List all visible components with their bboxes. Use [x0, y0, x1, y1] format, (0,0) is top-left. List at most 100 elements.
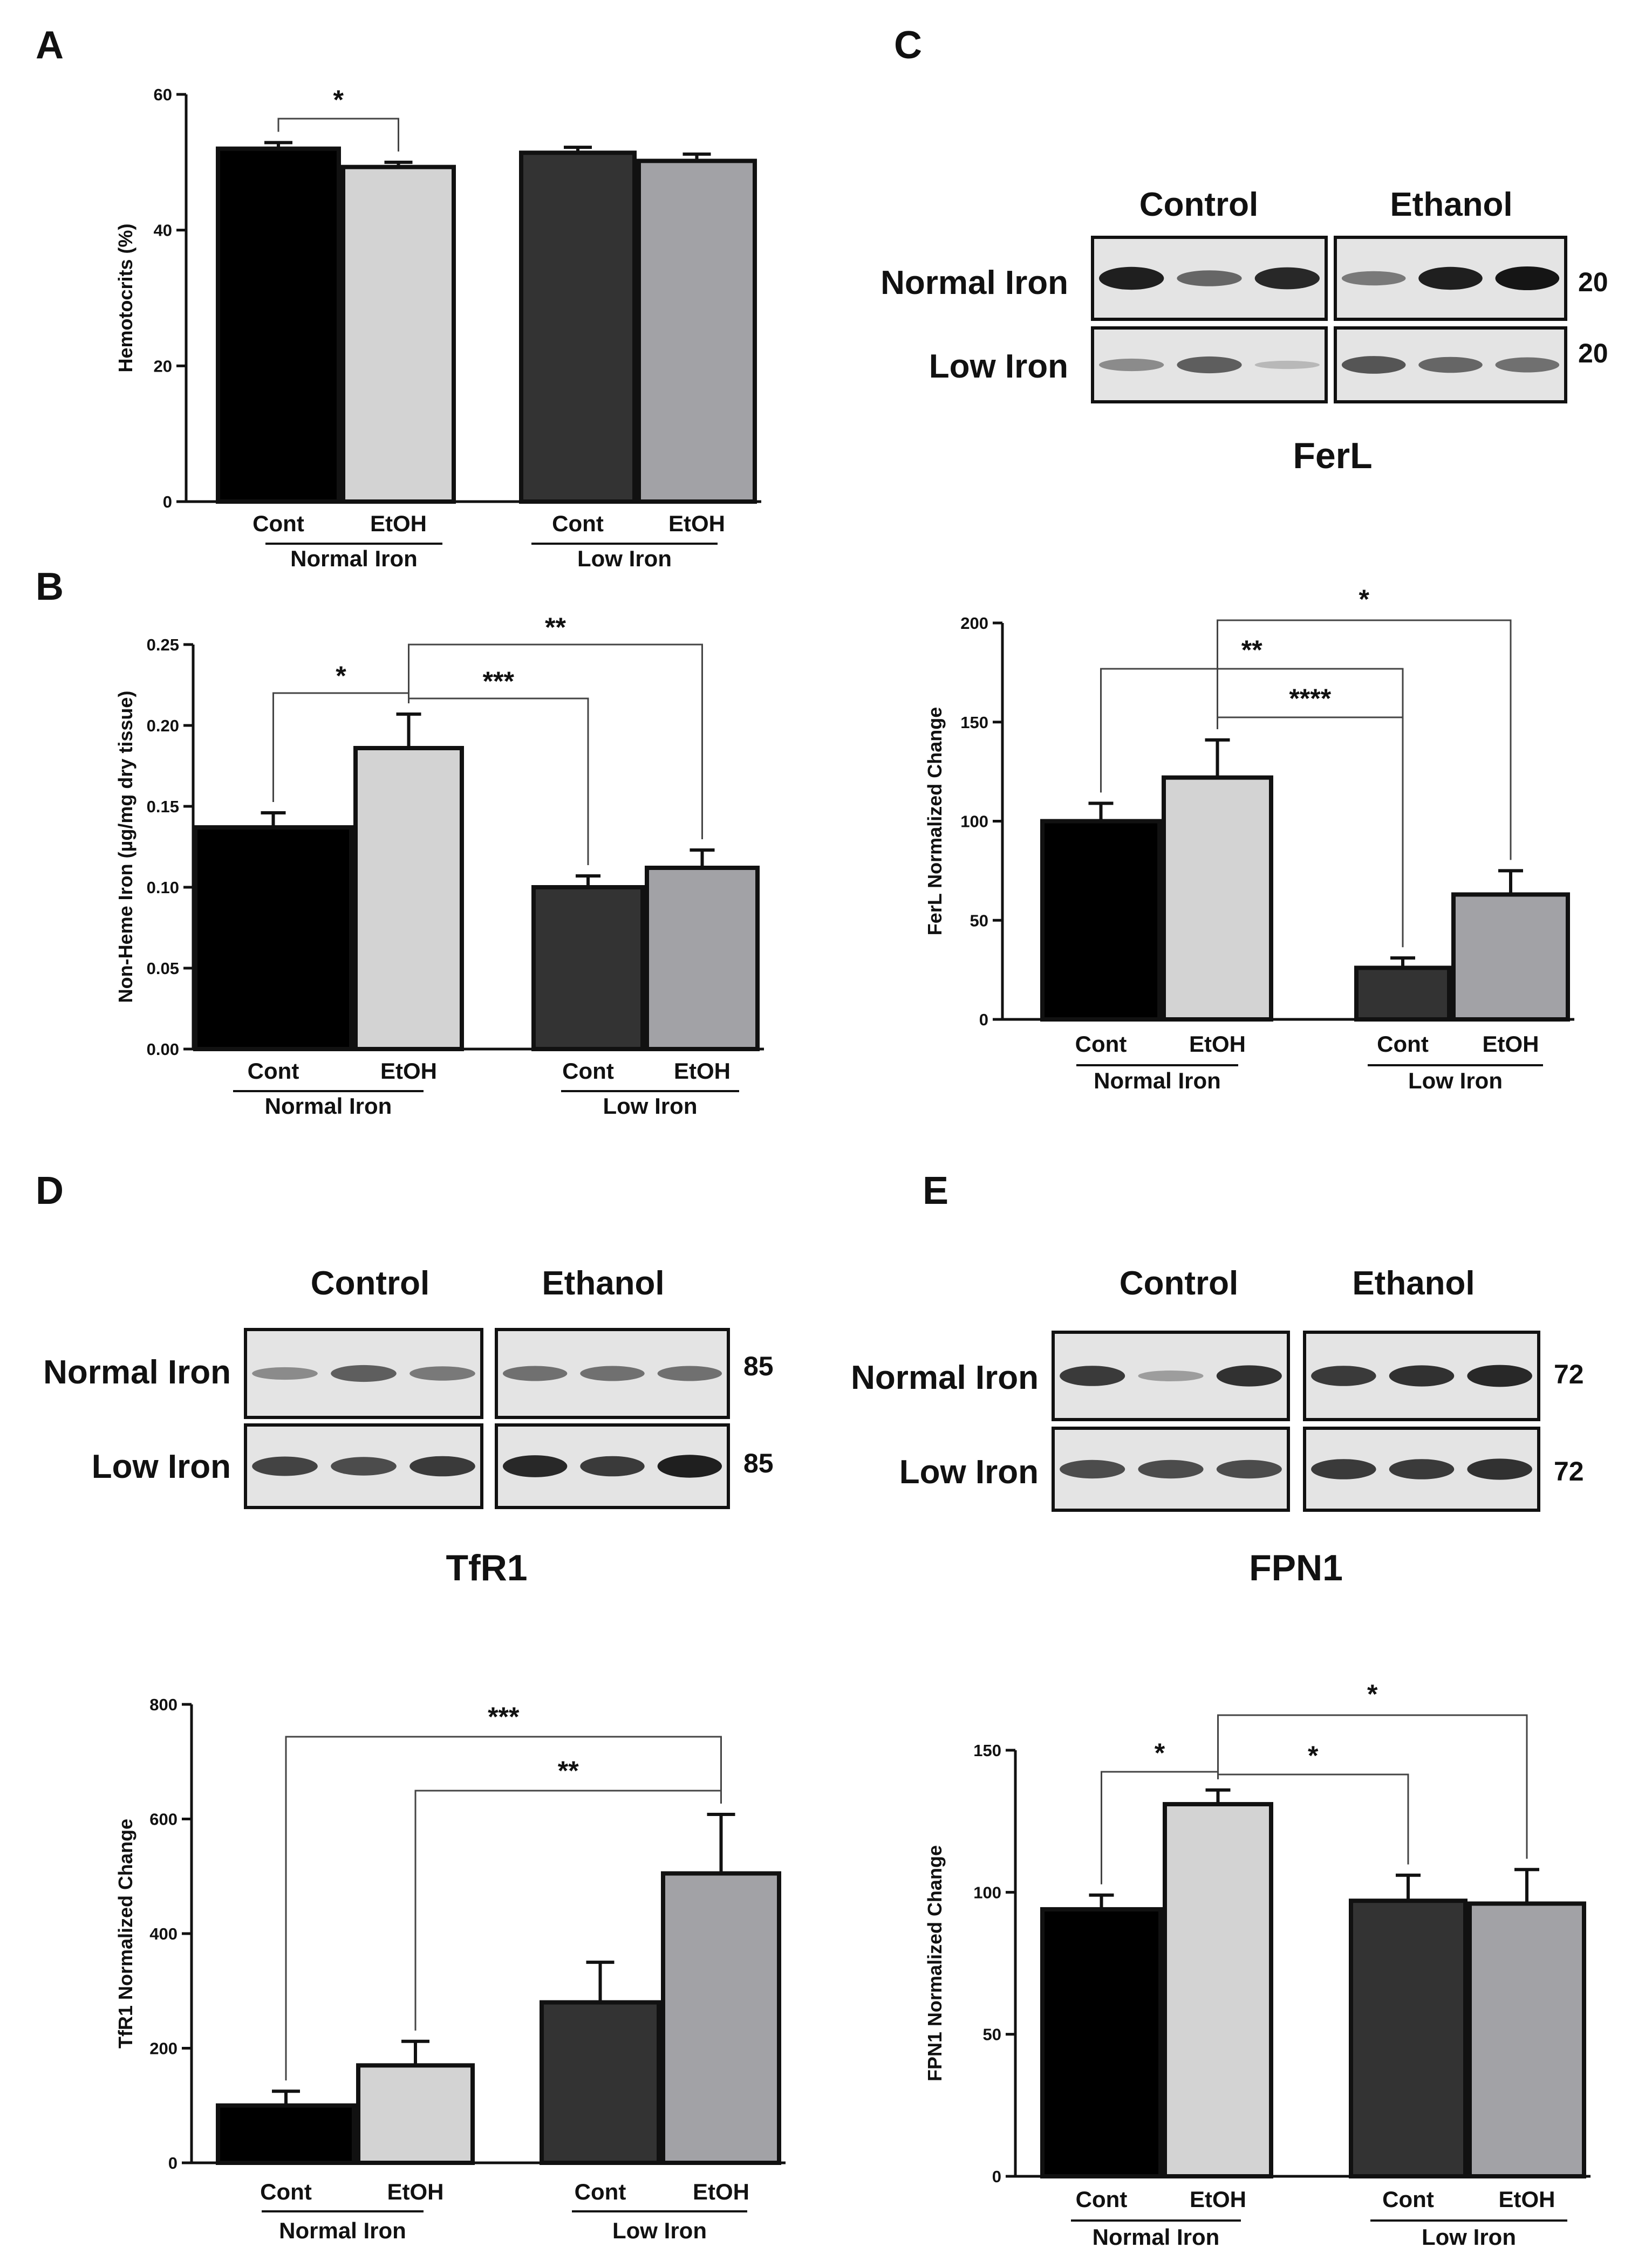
molecular-weight-label: 72 [1554, 1456, 1584, 1486]
bar [1162, 775, 1273, 1022]
y-tick-label: 100 [973, 1883, 1001, 1902]
molecular-weight-label: 85 [743, 1448, 774, 1478]
protein-band [409, 1366, 475, 1381]
protein-band [1418, 266, 1483, 290]
molecular-weight-label: 72 [1554, 1359, 1584, 1389]
protein-band [1060, 1460, 1125, 1479]
category-label: Cont [252, 511, 304, 536]
category-label: Cont [575, 2179, 626, 2204]
fpn1-quant-bar-chart: 0 50 100 150 FPN1 Normalized Change Cont EtOH C… [924, 1679, 1591, 2250]
hematocrit-bar-chart: 0 20 40 60 Hemotocrits (%) Cont EtOH Cont EtOH No… [114, 85, 761, 571]
molecular-weight-label: 20 [1578, 267, 1608, 297]
y-axis-label: TfR1 Normalized Change [114, 1819, 136, 2048]
category-label: EtOH [1189, 1031, 1246, 1057]
category-label: Cont [1382, 2187, 1434, 2212]
category-label: EtOH [693, 2179, 749, 2204]
bar [645, 866, 760, 1051]
group-label: Normal Iron [290, 546, 418, 571]
bar [341, 165, 456, 504]
tfr1-quant-bar-chart: 0 200 400 600 800 TfR1 Normalized Change Cont E… [114, 1695, 786, 2243]
protein-band [331, 1457, 397, 1476]
group-label: Low Iron [603, 1093, 698, 1119]
group-label: Normal Iron [265, 1093, 392, 1119]
category-label: EtOH [387, 2179, 444, 2204]
group-label: Low Iron [612, 2218, 707, 2243]
protein-band [1341, 356, 1406, 374]
panel-label-d: D [36, 1169, 64, 1212]
protein-band [1341, 271, 1406, 286]
significance-bracket [285, 1736, 722, 2081]
y-tick-label: 20 [154, 357, 172, 375]
protein-band [657, 1366, 722, 1381]
protein-band [331, 1365, 397, 1382]
y-axis-label: FPN1 Normalized Change [924, 1845, 946, 2081]
y-tick-label: 150 [960, 713, 988, 732]
y-tick-label: 150 [973, 1741, 1001, 1760]
category-label: EtOH [370, 511, 427, 536]
blot-title: TfR1 [446, 1547, 527, 1588]
significance-label: ** [545, 612, 566, 642]
significance-label: ** [1241, 635, 1262, 665]
group-label: Low Iron [1408, 1068, 1503, 1093]
bar [1040, 819, 1162, 1022]
significance-label: * [1308, 1741, 1319, 1771]
blot-row-label: Low Iron [929, 348, 1068, 385]
bar [531, 885, 645, 1051]
bar [637, 159, 757, 504]
y-axis-label: FerL Normalized Change [924, 707, 946, 935]
bar [519, 150, 637, 504]
group-label: Low Iron [1422, 2224, 1516, 2250]
non-heme-iron-bar-chart: 0.00 0.05 0.10 0.15 0.20 0.25 Non-Heme Iron (µ… [114, 612, 764, 1119]
blot-row-label: Normal Iron [43, 1354, 231, 1391]
y-tick-label: 0.20 [147, 716, 179, 735]
category-label: EtOH [1190, 2187, 1246, 2212]
blot-row-label: Normal Iron [880, 264, 1068, 302]
protein-band [1216, 1365, 1282, 1387]
protein-band [1389, 1365, 1455, 1387]
y-tick-label: 0.25 [147, 635, 179, 654]
protein-band [1254, 267, 1320, 290]
protein-band [1389, 1459, 1455, 1479]
bar [1451, 892, 1570, 1022]
y-tick-label: 0 [992, 2167, 1001, 2186]
protein-band [1495, 357, 1560, 373]
protein-band [1177, 270, 1242, 286]
y-tick-label: 0 [163, 492, 172, 511]
protein-band [1254, 360, 1320, 369]
group-label: Normal Iron [1094, 1068, 1221, 1093]
category-label: Cont [260, 2179, 312, 2204]
significance-bracket [1217, 619, 1512, 860]
y-tick-label: 0 [168, 2154, 178, 2173]
y-tick-label: 800 [149, 1695, 178, 1714]
blot-column-header: Ethanol [542, 1265, 664, 1302]
bar [1040, 1907, 1163, 2179]
protein-band [1099, 266, 1164, 290]
ferl-western-blot: Control Ethanol Normal Iron Low Iron 20 20 Fer… [880, 186, 1608, 476]
protein-band [1467, 1365, 1532, 1387]
y-tick-label: 0.05 [147, 959, 179, 978]
blot-row-label: Low Iron [92, 1448, 231, 1485]
protein-band [1138, 1460, 1204, 1479]
bar [353, 746, 464, 1051]
blot-column-header: Control [1139, 186, 1258, 223]
significance-label: * [1155, 1738, 1165, 1768]
y-tick-label: 200 [149, 2039, 178, 2058]
tfr1-western-blot: Control Ethanol Normal Iron Low Iron 85 85 TfR… [43, 1265, 774, 1588]
blot-row-label: Low Iron [899, 1454, 1039, 1491]
protein-band [1138, 1371, 1204, 1381]
bar [356, 2063, 475, 2165]
protein-band [252, 1367, 318, 1380]
protein-band [1311, 1459, 1376, 1479]
blot-column-header: Control [311, 1265, 429, 1302]
blot-column-header: Ethanol [1390, 186, 1512, 223]
blot-column-header: Control [1120, 1265, 1238, 1302]
significance-label: * [336, 661, 346, 691]
y-tick-label: 0 [979, 1010, 988, 1029]
category-label: Cont [1076, 2187, 1128, 2212]
group-label: Low Iron [577, 546, 672, 571]
significance-bracket [414, 1790, 722, 2031]
panel-label-a: A [36, 24, 64, 67]
panel-label-b: B [36, 565, 64, 608]
panel-label-e: E [923, 1169, 948, 1212]
